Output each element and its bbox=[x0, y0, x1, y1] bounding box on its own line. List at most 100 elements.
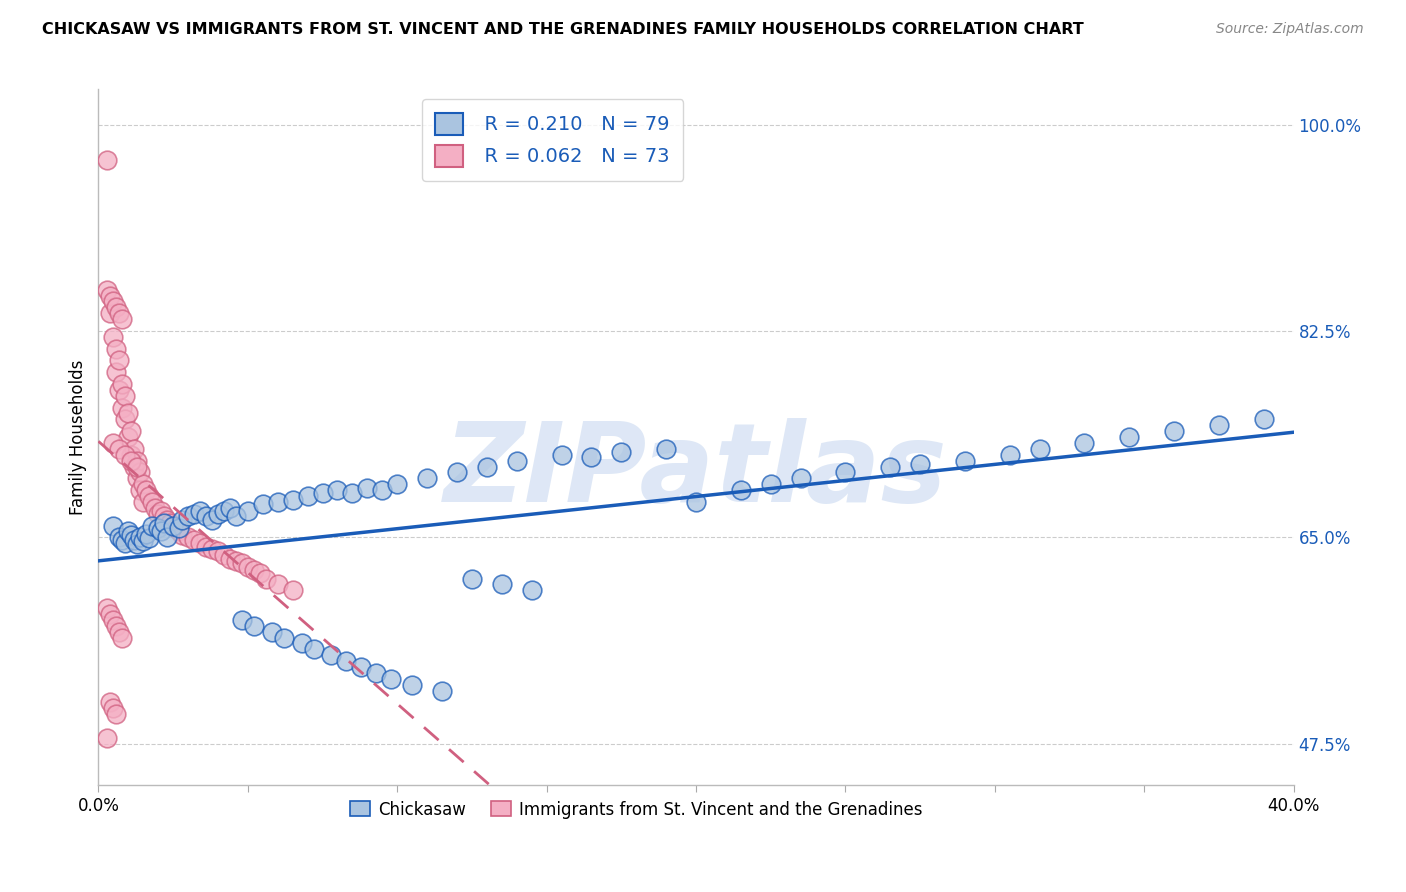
Point bbox=[550, 448, 572, 462]
Point bbox=[103, 436, 125, 450]
Point bbox=[103, 330, 125, 344]
Legend: Chickasaw, Immigrants from St. Vincent and the Grenadines: Chickasaw, Immigrants from St. Vincent a… bbox=[343, 794, 929, 825]
Point bbox=[385, 477, 409, 491]
Point bbox=[148, 507, 170, 521]
Point bbox=[188, 536, 211, 550]
Point bbox=[124, 442, 146, 456]
Point bbox=[103, 701, 125, 715]
Point bbox=[231, 613, 253, 627]
Point bbox=[212, 548, 235, 562]
Point bbox=[103, 294, 125, 309]
Point bbox=[129, 466, 152, 480]
Point bbox=[129, 530, 152, 544]
Point bbox=[267, 495, 290, 509]
Point bbox=[177, 509, 200, 524]
Point bbox=[153, 516, 176, 531]
Point bbox=[430, 683, 453, 698]
Point bbox=[172, 528, 194, 542]
Point bbox=[111, 401, 134, 415]
Point bbox=[1118, 430, 1140, 444]
Point bbox=[252, 497, 274, 511]
Point bbox=[114, 536, 136, 550]
Point bbox=[108, 353, 131, 368]
Point bbox=[225, 509, 247, 524]
Point bbox=[321, 648, 343, 663]
Point bbox=[350, 660, 373, 674]
Point bbox=[120, 424, 142, 438]
Point bbox=[201, 542, 224, 557]
Point bbox=[98, 306, 122, 320]
Point bbox=[342, 485, 364, 500]
Point bbox=[1073, 436, 1095, 450]
Point bbox=[148, 521, 170, 535]
Point bbox=[141, 518, 163, 533]
Point bbox=[150, 524, 173, 539]
Point bbox=[183, 533, 205, 547]
Point bbox=[105, 707, 128, 722]
Point bbox=[103, 613, 125, 627]
Y-axis label: Family Households: Family Households bbox=[69, 359, 87, 515]
Point bbox=[506, 453, 529, 467]
Point bbox=[273, 631, 295, 645]
Point bbox=[302, 642, 325, 657]
Point bbox=[183, 507, 205, 521]
Point bbox=[267, 577, 290, 591]
Point bbox=[281, 492, 304, 507]
Point bbox=[132, 477, 155, 491]
Point bbox=[188, 504, 211, 518]
Point bbox=[111, 631, 134, 645]
Point bbox=[730, 483, 752, 497]
Point bbox=[98, 607, 122, 621]
Point bbox=[297, 489, 319, 503]
Point bbox=[356, 481, 378, 495]
Point bbox=[162, 518, 184, 533]
Point bbox=[759, 477, 782, 491]
Point bbox=[108, 530, 131, 544]
Point bbox=[446, 466, 468, 480]
Point bbox=[124, 533, 146, 547]
Point bbox=[998, 448, 1021, 462]
Point bbox=[335, 654, 357, 668]
Point bbox=[105, 301, 128, 315]
Point bbox=[156, 530, 179, 544]
Point bbox=[520, 583, 543, 598]
Point bbox=[103, 518, 125, 533]
Point bbox=[371, 483, 394, 497]
Point bbox=[96, 731, 118, 745]
Point bbox=[236, 504, 259, 518]
Point bbox=[141, 495, 163, 509]
Point bbox=[243, 619, 266, 633]
Point bbox=[111, 377, 134, 392]
Point bbox=[195, 540, 218, 554]
Point bbox=[326, 483, 349, 497]
Point bbox=[416, 471, 439, 485]
Point bbox=[380, 672, 402, 686]
Point bbox=[127, 471, 149, 485]
Point bbox=[111, 312, 134, 326]
Text: Source: ZipAtlas.com: Source: ZipAtlas.com bbox=[1216, 22, 1364, 37]
Point bbox=[207, 544, 229, 558]
Point bbox=[127, 459, 149, 474]
Point bbox=[108, 306, 131, 320]
Point bbox=[105, 365, 128, 379]
Point bbox=[111, 533, 134, 547]
Point bbox=[461, 572, 484, 586]
Point bbox=[165, 521, 187, 535]
Point bbox=[162, 518, 184, 533]
Point bbox=[610, 445, 633, 459]
Point bbox=[1253, 412, 1275, 426]
Point bbox=[117, 407, 139, 421]
Point bbox=[143, 500, 166, 515]
Point bbox=[834, 466, 856, 480]
Point bbox=[108, 624, 131, 639]
Point bbox=[135, 526, 157, 541]
Point bbox=[254, 572, 277, 586]
Point bbox=[225, 554, 247, 568]
Point bbox=[129, 483, 152, 497]
Point bbox=[120, 528, 142, 542]
Point bbox=[491, 577, 513, 591]
Point bbox=[281, 583, 304, 598]
Point bbox=[167, 524, 190, 539]
Point bbox=[581, 450, 603, 464]
Point bbox=[132, 495, 155, 509]
